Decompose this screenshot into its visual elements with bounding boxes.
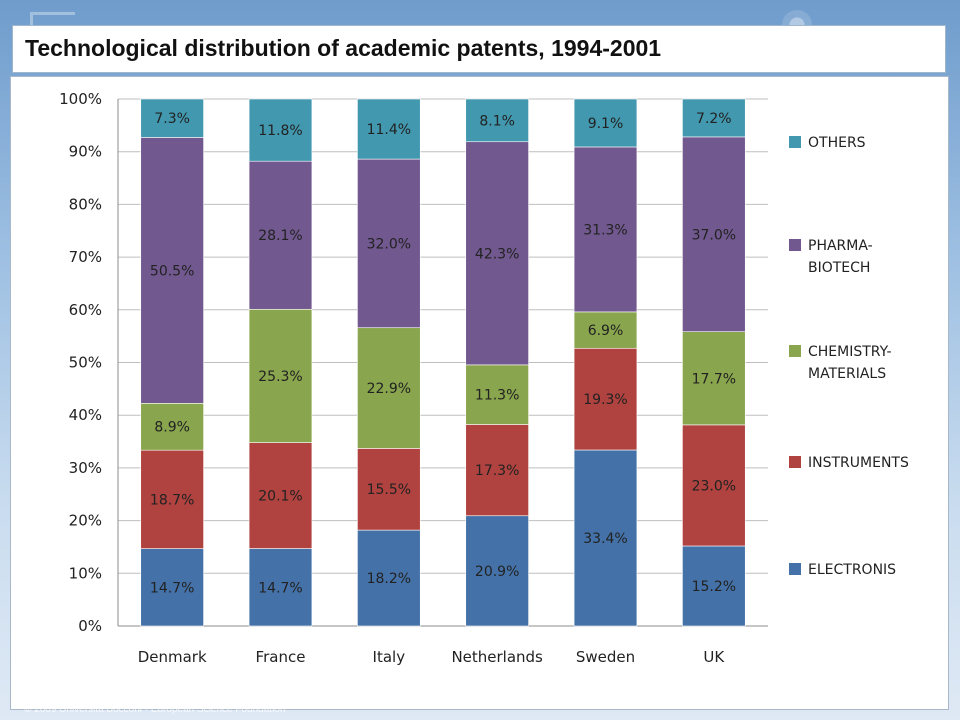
data-label: 33.4% xyxy=(583,531,627,547)
bar-segment-electronis xyxy=(248,548,313,627)
bar-segment-instruments xyxy=(573,347,638,451)
data-label: 8.9% xyxy=(154,420,190,436)
legend-label: ELECTRONIS xyxy=(808,562,896,578)
data-label: 14.7% xyxy=(150,580,194,596)
x-tick-label: Denmark xyxy=(138,648,207,666)
data-label: 31.3% xyxy=(583,222,627,238)
x-tick-label: UK xyxy=(703,648,725,666)
y-tick-label: 100% xyxy=(59,90,102,108)
bar-segment-instruments xyxy=(465,424,529,517)
footer-copyright: © 2009 Università Bocconi - European Sci… xyxy=(24,704,286,715)
data-label: 42.3% xyxy=(475,246,519,262)
chart-panel: 0% 10% 20% 30% 40% 50% 60% 70% 80% 90% 100% 14.7% 18… xyxy=(10,76,949,710)
data-label: 25.3% xyxy=(258,369,302,385)
bar-segment-electronis xyxy=(573,449,638,627)
slide-title: Technological distribution of academic p… xyxy=(25,35,662,61)
data-label: 19.3% xyxy=(583,392,627,408)
bar-segment-chemistry-materials xyxy=(140,403,204,451)
data-label: 23.0% xyxy=(692,478,736,494)
y-tick-label: 60% xyxy=(69,301,102,319)
data-label: 28.1% xyxy=(258,228,302,244)
bar-segment-chemistry-materials xyxy=(248,308,313,443)
bar-segment-pharma-biotech xyxy=(682,136,746,333)
x-tick-label: Netherlands xyxy=(451,648,543,666)
data-label: 20.1% xyxy=(258,489,302,505)
y-tick-label: 30% xyxy=(69,459,102,477)
data-label: 18.7% xyxy=(150,492,194,508)
bar-segment-electronis xyxy=(140,548,204,627)
bar-segment-instruments xyxy=(140,449,204,549)
bar-segment-instruments xyxy=(248,442,313,549)
legend-label: MATERIALS xyxy=(808,366,886,382)
y-tick-label: 40% xyxy=(69,406,102,424)
x-tick-label: Italy xyxy=(373,648,406,666)
stacked-bar-chart: 0% 10% 20% 30% 40% 50% 60% 70% 80% 90% 100% 14.7% 18… xyxy=(59,90,909,666)
bar-segment-pharma-biotech xyxy=(357,158,421,329)
legend-label: CHEMISTRY- xyxy=(808,344,892,360)
data-label: 11.8% xyxy=(258,123,302,139)
data-label: 14.7% xyxy=(258,580,302,596)
data-label: 8.1% xyxy=(479,113,515,129)
background-logo-mark xyxy=(30,12,75,31)
data-label: 11.4% xyxy=(367,122,411,138)
data-label: 7.3% xyxy=(154,111,190,127)
y-tick-label: 10% xyxy=(69,564,102,582)
y-tick-label: 50% xyxy=(69,354,102,372)
bar-segment-pharma-biotech xyxy=(248,160,313,310)
data-label: 32.0% xyxy=(367,236,411,252)
y-tick-label: 90% xyxy=(69,143,102,161)
legend-swatch xyxy=(789,239,801,251)
title-bar: Technological distribution of academic p… xyxy=(12,25,946,73)
bar-segment-chemistry-materials xyxy=(573,311,638,349)
data-label: 18.2% xyxy=(367,571,411,587)
legend-label: INSTRUMENTS xyxy=(808,455,909,471)
data-label: 7.2% xyxy=(696,111,732,127)
bar-segment-others xyxy=(140,98,204,138)
legend-swatch xyxy=(789,563,801,575)
bar-segment-others xyxy=(465,98,529,143)
y-tick-label: 20% xyxy=(69,512,102,530)
bar-segment-chemistry-materials xyxy=(465,364,529,425)
legend-label: PHARMA- xyxy=(808,238,873,254)
bar-segment-chemistry-materials xyxy=(357,327,421,449)
bar-segment-instruments xyxy=(682,424,746,547)
legend-swatch xyxy=(789,456,801,468)
data-label: 37.0% xyxy=(692,227,736,243)
legend-label: OTHERS xyxy=(808,135,866,151)
data-label: 20.9% xyxy=(475,564,519,580)
bar-segment-electronis xyxy=(682,545,746,627)
bar-segment-others xyxy=(573,98,638,148)
bar-segment-electronis xyxy=(465,515,529,627)
y-tick-label: 80% xyxy=(69,195,102,213)
data-label: 15.5% xyxy=(367,482,411,498)
bar-segment-others xyxy=(248,98,313,162)
bar-segment-pharma-biotech xyxy=(573,146,638,313)
bar-segment-others xyxy=(682,98,746,138)
data-label: 17.7% xyxy=(692,371,736,387)
data-label: 17.3% xyxy=(475,463,519,479)
data-label: 9.1% xyxy=(588,116,624,132)
data-label: 11.3% xyxy=(475,388,519,404)
data-label: 15.2% xyxy=(692,579,736,595)
data-label: 22.9% xyxy=(367,381,411,397)
data-label: 50.5% xyxy=(150,263,194,279)
y-tick-label: 0% xyxy=(78,617,102,635)
bar-segment-others xyxy=(357,98,421,160)
bar-segment-electronis xyxy=(357,529,421,627)
legend-label: BIOTECH xyxy=(808,260,870,276)
legend-swatch xyxy=(789,345,801,357)
x-tick-label: Sweden xyxy=(576,648,635,666)
bar-segment-chemistry-materials xyxy=(682,331,746,426)
bar-segment-pharma-biotech xyxy=(140,137,204,404)
legend-swatch xyxy=(789,136,801,148)
x-tick-label: France xyxy=(256,648,306,666)
data-label: 6.9% xyxy=(588,323,624,339)
bar-segment-pharma-biotech xyxy=(465,141,529,366)
y-tick-label: 70% xyxy=(69,248,102,266)
